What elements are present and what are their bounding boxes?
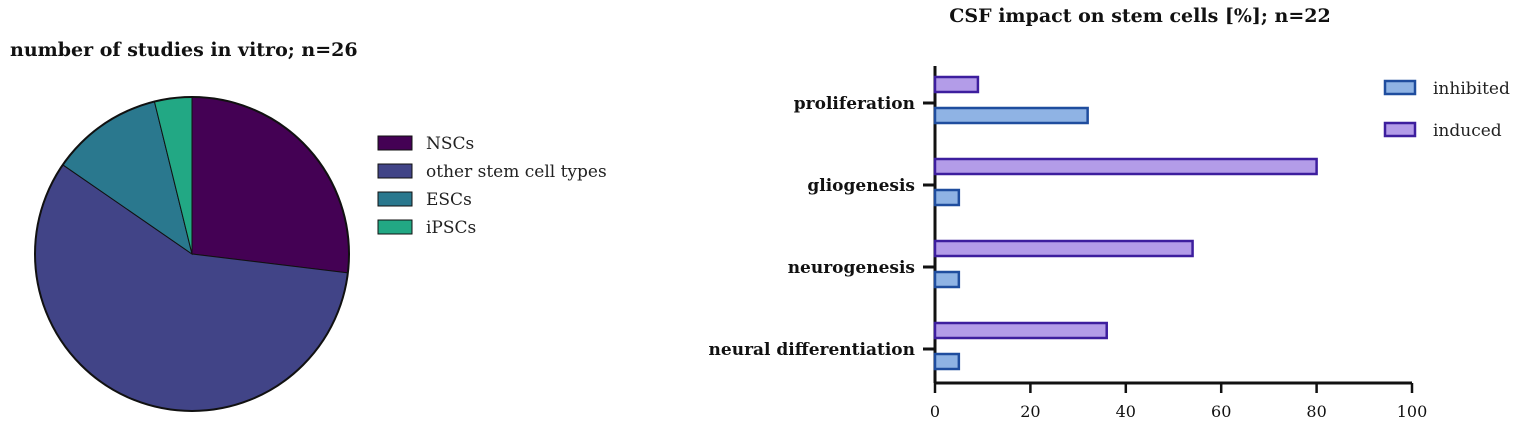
bar-induced-proliferation xyxy=(933,75,980,94)
category-label-neurogenesis: neurogenesis xyxy=(788,258,915,278)
pie-chart-title: number of studies in vitro; n=26 xyxy=(10,39,358,61)
bar-inhibited-proliferation xyxy=(933,106,1089,125)
bar-induced-neurogenesis xyxy=(933,239,1194,258)
legend-label-nscs: NSCs xyxy=(426,134,474,154)
legend-swatch-nscs xyxy=(377,135,413,151)
pie-outline xyxy=(34,96,350,412)
legend-label-inhibited: inhibited xyxy=(1433,79,1510,99)
pie-slice-nscs xyxy=(191,96,350,274)
pie-legend: NSCs other stem cell types ESCs iPSCs xyxy=(377,134,607,238)
bar-legend: inhibited induced xyxy=(1383,79,1510,141)
legend-label-ipscs: iPSCs xyxy=(426,218,476,238)
pie-chart xyxy=(34,96,350,412)
legend-label-induced: induced xyxy=(1433,121,1502,141)
bar-chart: 0 20 40 60 80 100 proliferation gliogenesis neur… xyxy=(709,66,1428,421)
bar-inhibited-gliogenesis xyxy=(933,188,961,207)
legend-swatch-inhibited xyxy=(1383,79,1417,96)
x-tick-label-100: 100 xyxy=(1397,402,1428,421)
legend-swatch-ipscs xyxy=(377,219,413,235)
x-tick-label-60: 60 xyxy=(1211,402,1231,421)
x-tick-label-0: 0 xyxy=(930,402,940,421)
category-label-neural-differentiation: neural differentiation xyxy=(709,340,915,360)
category-label-gliogenesis: gliogenesis xyxy=(807,176,915,196)
legend-swatch-induced xyxy=(1383,121,1417,138)
category-label-proliferation: proliferation xyxy=(794,94,915,114)
legend-swatch-other-stem-cell-types xyxy=(377,163,413,179)
bar-chart-title: CSF impact on stem cells [%]; n=22 xyxy=(949,5,1330,27)
bar-inhibited-neural-differentiation xyxy=(933,352,961,371)
bar-induced-neural-differentiation xyxy=(933,321,1108,340)
x-tick-label-80: 80 xyxy=(1306,402,1326,421)
bar-induced-gliogenesis xyxy=(933,157,1318,176)
x-tick-label-40: 40 xyxy=(1116,402,1136,421)
legend-swatch-escs xyxy=(377,191,413,207)
legend-label-escs: ESCs xyxy=(426,190,472,210)
x-tick-label-20: 20 xyxy=(1020,402,1040,421)
legend-label-other-stem-cell-types: other stem cell types xyxy=(426,162,607,182)
bar-inhibited-neurogenesis xyxy=(933,270,961,289)
